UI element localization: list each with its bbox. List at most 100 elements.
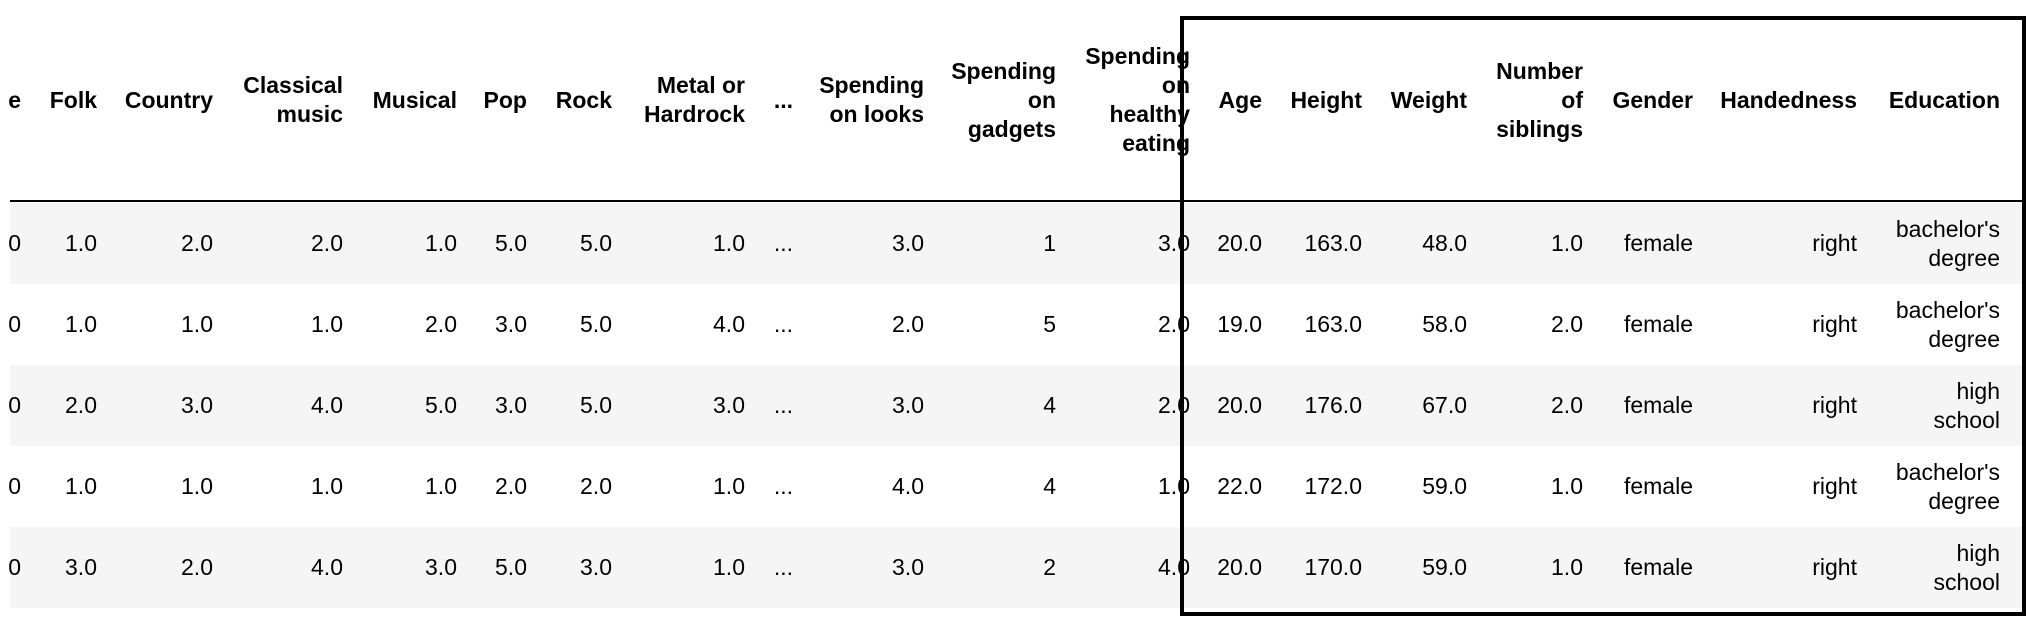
table-cell: 176.0 <box>1304 392 1362 418</box>
table-cell: 1.0 <box>65 311 97 337</box>
table-cell: 4.0 <box>311 554 343 580</box>
table-cell: female <box>1623 230 1693 256</box>
table-cell: 3.0 <box>892 392 924 418</box>
table-cell: 1.0 <box>425 230 457 256</box>
table-cell: 3.0 <box>65 554 97 580</box>
column-header-musical: Musical <box>372 86 457 113</box>
table-cell: 163.0 <box>1304 230 1362 256</box>
column-header-rock: Rock <box>555 86 612 113</box>
table-cell: 2.0 <box>495 473 527 499</box>
table-cell: 5.0 <box>495 230 527 256</box>
column-header-e: e <box>8 86 21 113</box>
table-cell: right <box>1812 473 1857 499</box>
table-cell: 1.0 <box>65 230 97 256</box>
table-cell: 172.0 <box>1304 473 1362 499</box>
column-header-spending-on-gadgets: Spending on gadgets <box>951 57 1056 142</box>
table-cell: 2.0 <box>181 554 213 580</box>
table-cell: ... <box>773 311 793 337</box>
table-cell: 4 <box>1043 473 1056 499</box>
table-row: 0 1.0 1.0 1.0 1.0 2.0 2.0 1.0... 4.0 4 1.0 22.0 172.… <box>8 446 2022 527</box>
column-header-age: Age <box>1218 86 1262 113</box>
table-cell: 1.0 <box>713 554 745 580</box>
table-cell: female <box>1623 311 1693 337</box>
table-cell: 4.0 <box>311 392 343 418</box>
table-cell: 2.0 <box>1158 392 1190 418</box>
table-cell: 1.0 <box>1551 473 1583 499</box>
table-cell: 2.0 <box>181 230 213 256</box>
header-divider <box>10 200 2022 202</box>
column-header-spending-on-looks: Spending on looks <box>819 72 924 127</box>
table-cell: 5.0 <box>580 230 612 256</box>
table-cell: 3.0 <box>181 392 213 418</box>
table-cell: 1.0 <box>311 311 343 337</box>
table-cell: 1.0 <box>713 230 745 256</box>
table-cell: 1.0 <box>1158 473 1190 499</box>
table-cell: 58.0 <box>1422 311 1467 337</box>
table-cell: bachelor's degree <box>1895 215 2000 271</box>
table-cell: ... <box>773 473 793 499</box>
table-cell: 0 <box>8 392 21 418</box>
table-cell: 1.0 <box>181 473 213 499</box>
table-row: 0 2.0 3.0 4.0 5.0 3.0 5.0 3.0... 3.0 4 2.0 20.0 176.… <box>8 365 2022 446</box>
table-cell: 1.0 <box>1551 230 1583 256</box>
table-cell: female <box>1623 392 1693 418</box>
table-cell: 3.0 <box>425 554 457 580</box>
table-cell: 170.0 <box>1304 554 1362 580</box>
table-cell: 5.0 <box>580 392 612 418</box>
table-cell: 0 <box>8 473 21 499</box>
table-cell: right <box>1812 311 1857 337</box>
table-header-row: e Folk Country Classical music Musical Pop Roc… <box>0 0 2026 200</box>
table-cell: 1.0 <box>311 473 343 499</box>
table-cell: 5.0 <box>425 392 457 418</box>
table-cell: 2.0 <box>1551 311 1583 337</box>
table-cell: 0 <box>8 554 21 580</box>
table-cell: ... <box>773 230 793 256</box>
table-cell: 3.0 <box>580 554 612 580</box>
table-cell: 3.0 <box>892 230 924 256</box>
table-row: 0 1.0 2.0 2.0 1.0 5.0 5.0 1.0... 3.0 1 3.0 20.0 163.… <box>8 203 2022 284</box>
column-header-metal-or-hardrock: Metal or Hardrock <box>644 72 745 127</box>
table-cell: 163.0 <box>1304 311 1362 337</box>
table-cell: 20.0 <box>1217 230 1262 256</box>
table-cell: ... <box>773 392 793 418</box>
table-cell: female <box>1623 473 1693 499</box>
column-header-education: Education <box>1888 86 2000 113</box>
table-cell: 3.0 <box>713 392 745 418</box>
table-cell: 20.0 <box>1217 392 1262 418</box>
table-cell: 1.0 <box>1551 554 1583 580</box>
table-cell: 5 <box>1043 311 1056 337</box>
table-cell: 67.0 <box>1422 392 1467 418</box>
column-header-gender: Gender <box>1612 86 1693 113</box>
table-cell: 3.0 <box>495 392 527 418</box>
table-cell: 19.0 <box>1217 311 1262 337</box>
table-cell: 3.0 <box>892 554 924 580</box>
table-cell: right <box>1812 392 1857 418</box>
column-header-country: Country <box>124 86 213 113</box>
table-cell: 2.0 <box>1551 392 1583 418</box>
column-header-pop: Pop <box>483 86 527 113</box>
column-header-weight: Weight <box>1390 86 1467 113</box>
table-cell: 5.0 <box>580 311 612 337</box>
table-cell: 59.0 <box>1422 554 1467 580</box>
table-cell: 1 <box>1043 230 1056 256</box>
column-header-handedness: Handedness <box>1720 86 1857 113</box>
column-header-spending-on-healthy-eating: Spending on healthy eating <box>1085 43 1190 156</box>
column-header-folk: Folk <box>49 86 97 113</box>
table-cell: 59.0 <box>1422 473 1467 499</box>
table-cell: 3.0 <box>495 311 527 337</box>
table-cell: 1.0 <box>713 473 745 499</box>
table-cell: 2.0 <box>1158 311 1190 337</box>
table-cell: ... <box>773 554 793 580</box>
table-cell: 2.0 <box>580 473 612 499</box>
table-cell: 1.0 <box>425 473 457 499</box>
table-cell: 1.0 <box>181 311 213 337</box>
column-header-height: Height <box>1290 86 1362 113</box>
table-cell: 0 <box>8 311 21 337</box>
table-cell: bachelor's degree <box>1895 458 2000 514</box>
table-cell: right <box>1812 230 1857 256</box>
table-cell: 2.0 <box>65 392 97 418</box>
table-cell: 22.0 <box>1217 473 1262 499</box>
table-cell: 48.0 <box>1422 230 1467 256</box>
table-cell: female <box>1623 554 1693 580</box>
table-cell: bachelor's degree <box>1895 296 2000 352</box>
